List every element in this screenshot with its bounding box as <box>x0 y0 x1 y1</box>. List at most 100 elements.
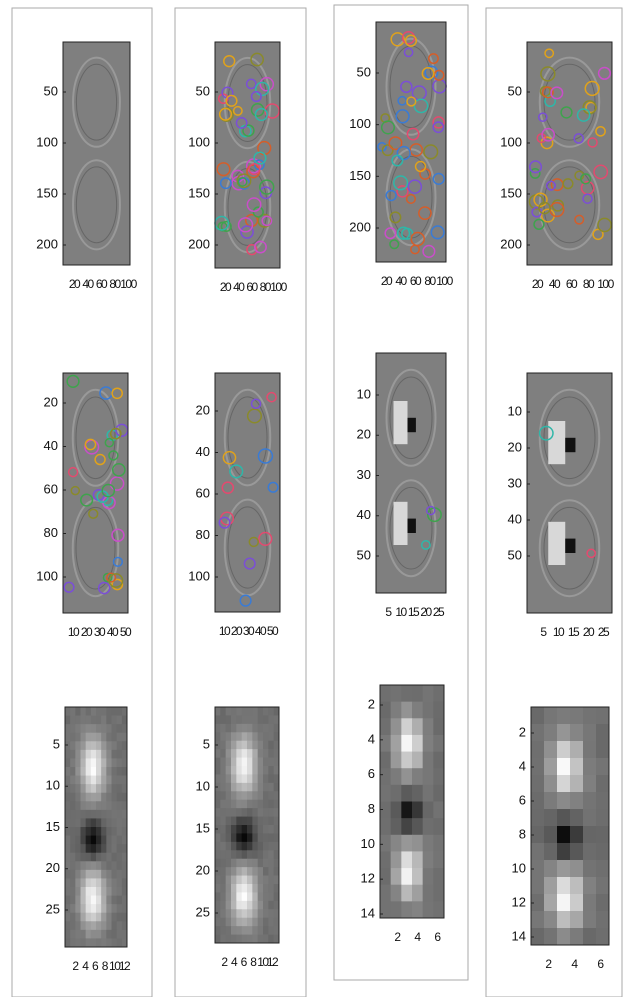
pixel <box>401 885 412 902</box>
pixel <box>117 844 123 853</box>
pixel <box>401 851 412 868</box>
pixel <box>65 896 71 905</box>
pixel <box>242 909 248 918</box>
pixel <box>557 741 570 758</box>
pixel <box>258 741 264 750</box>
image-panel <box>527 373 612 613</box>
pixel <box>75 904 81 913</box>
y-tick-label: 150 <box>500 185 522 200</box>
y-tick-label: 6 <box>519 792 526 807</box>
pixel <box>268 732 274 741</box>
pixel <box>91 921 97 930</box>
pixel <box>101 844 107 853</box>
pixel <box>101 870 107 879</box>
pixel <box>215 859 221 868</box>
pixel <box>220 707 226 716</box>
pixel <box>247 918 253 927</box>
pixel <box>391 901 402 918</box>
y-tick-label: 200 <box>188 236 210 251</box>
pixel <box>252 732 258 741</box>
pixel <box>263 859 269 868</box>
pixel <box>117 810 123 819</box>
pixel <box>112 784 118 793</box>
pixel <box>423 901 434 918</box>
pixel <box>412 718 423 735</box>
pixel <box>215 808 221 817</box>
pixel <box>86 801 92 810</box>
pixel <box>242 741 248 750</box>
pixel <box>247 732 253 741</box>
pixel <box>75 818 81 827</box>
pixel <box>65 844 71 853</box>
pixel <box>583 911 596 928</box>
pixel <box>596 826 609 843</box>
pixel <box>226 859 232 868</box>
pixel <box>101 733 107 742</box>
pixel <box>70 707 76 716</box>
x-tick-label: 4 <box>231 955 238 969</box>
pixel <box>215 850 221 859</box>
pixel <box>268 935 274 944</box>
x-tick-label: 60 <box>566 277 578 291</box>
pixel <box>258 791 264 800</box>
pixel <box>236 909 242 918</box>
pixel <box>433 901 444 918</box>
pixel <box>81 818 87 827</box>
pixel <box>117 750 123 759</box>
pixel <box>96 853 102 862</box>
pixel <box>258 867 264 876</box>
pixel <box>65 853 71 862</box>
pixel <box>91 861 97 870</box>
pixel <box>75 878 81 887</box>
pixel <box>226 741 232 750</box>
pixel <box>263 901 269 910</box>
pixel <box>215 766 221 775</box>
pixel <box>81 853 87 862</box>
pixel <box>112 870 118 879</box>
pixel <box>91 904 97 913</box>
pixel <box>86 878 92 887</box>
pixel <box>433 785 444 802</box>
x-tick-label: 20 <box>69 277 81 291</box>
pixel <box>583 809 596 826</box>
pixel <box>433 818 444 835</box>
pixel <box>268 707 274 716</box>
pixel <box>70 793 76 802</box>
pixel <box>412 785 423 802</box>
pixel <box>247 901 253 910</box>
pixel <box>401 768 412 785</box>
pixel <box>268 892 274 901</box>
pixel <box>231 741 237 750</box>
x-tick-label: 100 <box>270 280 287 294</box>
pixel <box>596 758 609 775</box>
pixel <box>96 827 102 836</box>
pixel <box>226 724 232 733</box>
pixel <box>231 724 237 733</box>
pixel <box>75 913 81 922</box>
pixel <box>117 716 123 725</box>
pixel <box>583 758 596 775</box>
y-tick-label: 100 <box>500 134 522 149</box>
x-tick-label: 30 <box>243 624 255 638</box>
pixel <box>220 791 226 800</box>
y-tick-label: 150 <box>36 185 58 200</box>
pixel <box>596 894 609 911</box>
pixel <box>236 842 242 851</box>
pixel <box>65 913 71 922</box>
y-tick-label: 30 <box>508 475 522 490</box>
pixel <box>236 833 242 842</box>
pixel <box>86 750 92 759</box>
pixel <box>236 867 242 876</box>
pixel <box>557 792 570 809</box>
pixel <box>268 724 274 733</box>
y-tick-label: 15 <box>46 819 60 834</box>
pixel <box>75 870 81 879</box>
pixel <box>81 878 87 887</box>
pixel <box>263 783 269 792</box>
pixel <box>65 938 71 947</box>
pixel <box>220 783 226 792</box>
pixel <box>401 752 412 769</box>
figure: 5010015020020406080100204060801001020304… <box>0 0 636 997</box>
pixel <box>258 724 264 733</box>
pixel <box>258 909 264 918</box>
